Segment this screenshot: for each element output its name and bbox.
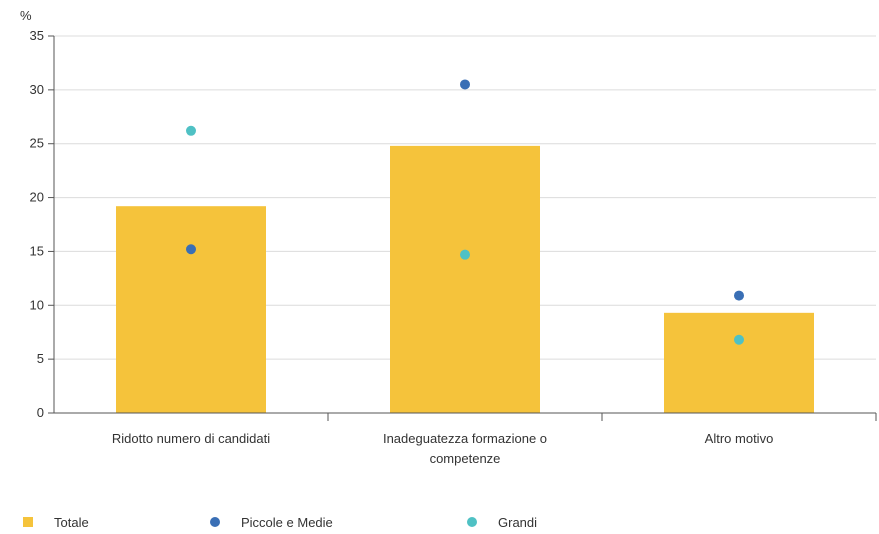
x-category-labels: Ridotto numero di candidati Inadeguatezza… — [112, 431, 773, 466]
axes — [53, 36, 877, 421]
point-piccole-e-medie — [186, 244, 196, 255]
bars — [116, 145, 814, 413]
x-category-label: Altro motivo — [705, 431, 774, 446]
y-tick-label: 25 — [30, 136, 44, 151]
legend-swatch-piccole-e-medie — [210, 517, 220, 527]
legend-label-grandi: Grandi — [498, 515, 537, 530]
y-axis-unit: % — [20, 8, 32, 23]
bar-totale — [116, 206, 266, 413]
legend-swatch-grandi — [467, 517, 477, 527]
x-category-label-line: Ridotto numero di candidati — [112, 431, 270, 446]
legend-swatch-totale — [23, 517, 33, 527]
y-tick-label: 30 — [30, 82, 44, 97]
y-tick-label: 35 — [30, 28, 44, 43]
point-grandi — [186, 125, 196, 136]
point-piccole-e-medie — [460, 79, 470, 90]
legend-label-totale: Totale — [54, 515, 89, 530]
y-tick-label: 15 — [30, 243, 44, 258]
y-tick-label: 20 — [30, 190, 44, 205]
y-ticks: 0 5 10 15 20 25 30 35 — [30, 28, 54, 420]
y-tick-label: 5 — [37, 351, 44, 366]
x-category-label: Ridotto numero di candidati — [112, 431, 270, 446]
legend: Totale Piccole e Medie Grandi — [23, 515, 537, 530]
y-tick-label: 10 — [30, 297, 44, 312]
points — [186, 79, 744, 345]
legend-label-piccole-e-medie: Piccole e Medie — [241, 515, 333, 530]
x-category-label-line: Altro motivo — [705, 431, 774, 446]
bar-totale — [390, 145, 540, 413]
x-category-label-line: competenze — [430, 451, 501, 466]
bar-totale — [664, 312, 814, 413]
x-category-label: Inadeguatezza formazione o competenze — [383, 431, 547, 466]
point-grandi — [734, 334, 744, 345]
y-tick-label: 0 — [37, 405, 44, 420]
point-grandi — [460, 249, 470, 260]
point-piccole-e-medie — [734, 290, 744, 301]
x-category-label-line: Inadeguatezza formazione o — [383, 431, 547, 446]
